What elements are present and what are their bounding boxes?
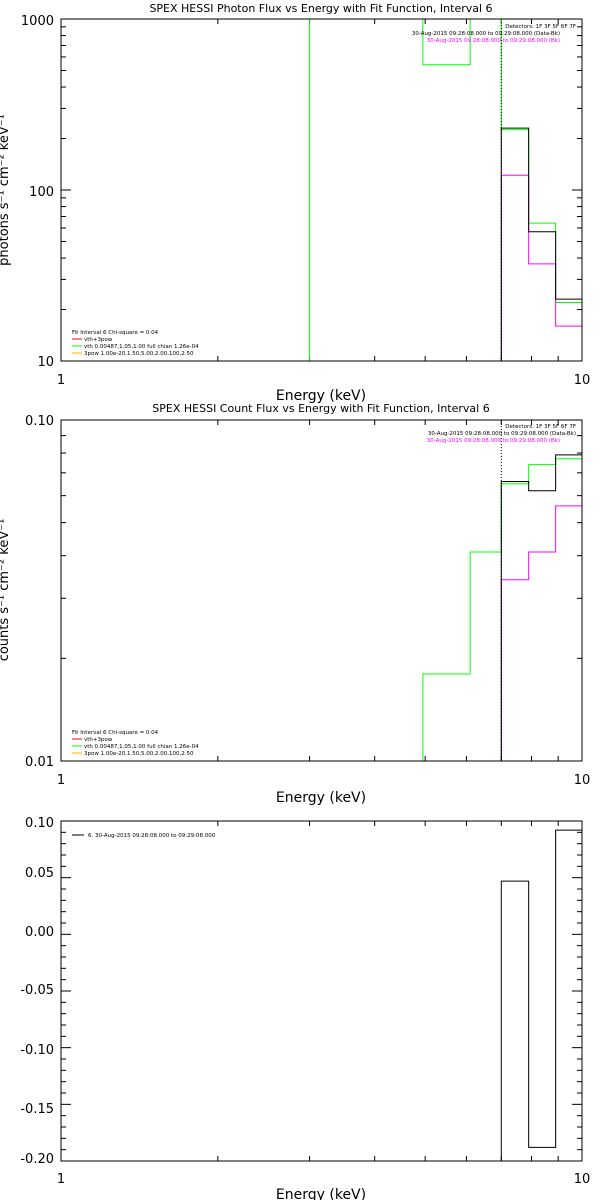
y-tick-label: 0.10	[25, 816, 54, 831]
legend-line: vth+3pow	[84, 337, 113, 343]
data-series-line	[500, 127, 582, 361]
y-tick-labels: 10 100 1000	[21, 14, 54, 370]
x-tick-label: 1	[57, 1172, 65, 1187]
plot-area	[60, 18, 583, 362]
header-line: 30-Aug-2015 09:28:08.000 to 09:29:08.000…	[427, 38, 560, 44]
legend-line: vth 0.00487,1.05,1.00 full chian 1.26e-0…	[84, 744, 199, 750]
x-tick-label: 10	[574, 373, 591, 388]
count-flux-panel: SPEX HESSI Count Flux vs Energy with Fit…	[0, 402, 590, 806]
background-series-line	[500, 174, 582, 361]
header-line: 30-Aug-2015 09:28:08.000 to 09:29:08.000…	[428, 431, 576, 437]
data-series-line	[500, 454, 582, 761]
background-series-line	[500, 505, 582, 761]
y-tick-label: 0.01	[25, 755, 54, 770]
legend-line: 3pow 1.00e-20,1.50,5.00,2.00,100,2.50	[84, 751, 194, 757]
residuals-panel: Energy (keV) 1 10 0.10 0.05 0.00 -0.05 -…	[20, 816, 590, 1200]
plot-area	[60, 820, 583, 1162]
legend-line: Fit Interval 6 Chi-square = 0.04	[72, 330, 159, 336]
residuals-series-line	[500, 829, 582, 1161]
header-line: Detectors: 1F 3F 5F 6F 7F	[505, 424, 576, 430]
x-tick-labels: 1 10	[57, 773, 590, 788]
legend-line: vth 0.00487,1.05,1.00 full chian 1.26e-0…	[84, 344, 199, 350]
y-tick-label: 0.00	[25, 925, 54, 940]
y-tick-label: -0.20	[20, 1152, 54, 1167]
x-axis-label: Energy (keV)	[276, 388, 366, 404]
x-tick-labels: 1 10	[57, 1172, 590, 1187]
legend-line: 6. 30-Aug-2015 09:28:08.000 to 09:29:08.…	[88, 833, 216, 839]
chart-title: SPEX HESSI Count Flux vs Energy with Fit…	[152, 402, 489, 415]
fit-series-line	[309, 19, 582, 361]
y-tick-label: -0.10	[20, 1043, 54, 1058]
x-tick-labels: 1 10	[57, 373, 590, 388]
legend-line: vth+3pow	[84, 737, 113, 743]
legend-line: Fit Interval 6 Chi-square = 0.04	[72, 730, 159, 736]
y-tick-labels: 0.01 0.10	[25, 414, 54, 770]
x-axis-label: Energy (keV)	[276, 1187, 366, 1200]
y-axis-label: photons s⁻¹ cm⁻² keV⁻¹	[0, 114, 12, 266]
chart-title: SPEX HESSI Photon Flux vs Energy with Fi…	[149, 2, 492, 15]
header-line: 30-Aug-2015 09:28:08.000 to 09:29:08.000…	[427, 438, 560, 444]
y-axis-label: counts s⁻¹ cm⁻² keV⁻¹	[0, 519, 12, 662]
y-tick-label: 1000	[21, 14, 54, 29]
plot-frame	[60, 18, 583, 362]
plot-frame	[60, 820, 583, 1162]
plot-area	[60, 419, 583, 762]
legend-line: 3pow 1.00e-20,1.50,5.00,2.00,100,2.50	[84, 351, 194, 357]
fit-legend: Fit Interval 6 Chi-square = 0.04 vth+3po…	[72, 730, 199, 757]
detector-header: Detectors: 1F 3F 5F 6F 7F 30-Aug-2015 09…	[427, 424, 576, 444]
x-tick-label: 1	[57, 373, 65, 388]
header-line: Detectors: 1F 3F 5F 6F 7F	[505, 24, 576, 30]
y-tick-label: 0.10	[25, 414, 54, 429]
x-tick-label: 10	[574, 773, 591, 788]
fit-legend: Fit Interval 6 Chi-square = 0.04 vth+3po…	[72, 330, 199, 357]
y-tick-labels: 0.10 0.05 0.00 -0.05 -0.10 -0.15 -0.20	[20, 816, 54, 1167]
x-tick-label: 10	[574, 1172, 591, 1187]
y-tick-label: 0.05	[25, 866, 54, 881]
y-tick-label: -0.15	[20, 1102, 54, 1117]
detector-header: Detectors: 1F 3F 5F 6F 7F 30-Aug-2015 09…	[412, 24, 576, 44]
photon-flux-panel: SPEX HESSI Photon Flux vs Energy with Fi…	[0, 2, 590, 404]
y-tick-label: 100	[29, 185, 54, 200]
y-tick-label: -0.05	[20, 983, 54, 998]
residual-legend: 6. 30-Aug-2015 09:28:08.000 to 09:29:08.…	[72, 833, 216, 839]
x-tick-label: 1	[57, 773, 65, 788]
header-line: 30-Aug-2015 09:28:08.000 to 09:29:08.000…	[412, 31, 560, 37]
plot-frame	[60, 419, 583, 762]
y-tick-label: 10	[37, 355, 54, 370]
x-axis-label: Energy (keV)	[276, 790, 366, 806]
fit-series-line	[422, 458, 582, 761]
